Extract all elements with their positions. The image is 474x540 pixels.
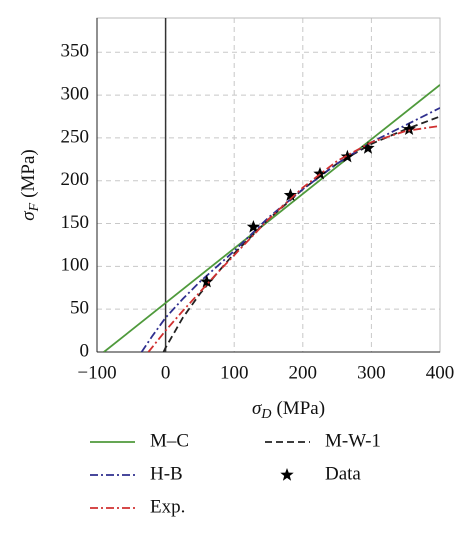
data-point (402, 122, 416, 135)
y-tick-label: 150 (61, 212, 90, 233)
series-line (162, 115, 440, 352)
x-tick-label: 100 (220, 362, 249, 383)
data-point (313, 166, 327, 180)
x-axis-label: σD (MPa) (252, 398, 325, 422)
data-point (200, 274, 214, 288)
x-tick-label: 0 (161, 362, 171, 383)
y-tick-label: 200 (61, 169, 90, 190)
data-point (340, 149, 354, 163)
x-tick-label: 400 (426, 362, 455, 383)
x-label-sub: D (260, 407, 271, 422)
plot-area (103, 84, 440, 352)
y-tick-label: 250 (61, 126, 90, 147)
series-line (140, 107, 440, 352)
y-label-sub: F (27, 202, 42, 212)
legend-label: M-W-1 (325, 430, 381, 451)
y-label-symbol: σ (18, 211, 39, 221)
y-tick-label: 50 (70, 298, 89, 319)
plot-frame (96, 17, 441, 353)
legend-label: Data (325, 463, 361, 484)
legend-label: Exp. (150, 496, 185, 517)
y-tick-label: 0 (80, 340, 90, 361)
legend-label: H-B (150, 463, 183, 484)
y-tick-label: 300 (61, 83, 90, 104)
y-axis-label: σF (MPa) (18, 149, 42, 221)
legend-label: M–C (150, 430, 189, 451)
y-tick-label: 350 (61, 41, 90, 62)
x-tick-label: 300 (357, 362, 386, 383)
x-tick-label: −100 (77, 362, 116, 383)
x-tick-label: 200 (289, 362, 318, 383)
x-label-symbol: σ (252, 398, 262, 419)
data-point (246, 220, 261, 233)
data-point (283, 188, 298, 201)
y-tick-label: 100 (61, 255, 90, 276)
series-line (147, 125, 440, 352)
series-line (103, 84, 440, 352)
x-label-unit: (MPa) (276, 398, 325, 419)
data-point (361, 141, 375, 154)
legend-marker (280, 468, 294, 481)
y-label-unit: (MPa) (18, 149, 39, 198)
